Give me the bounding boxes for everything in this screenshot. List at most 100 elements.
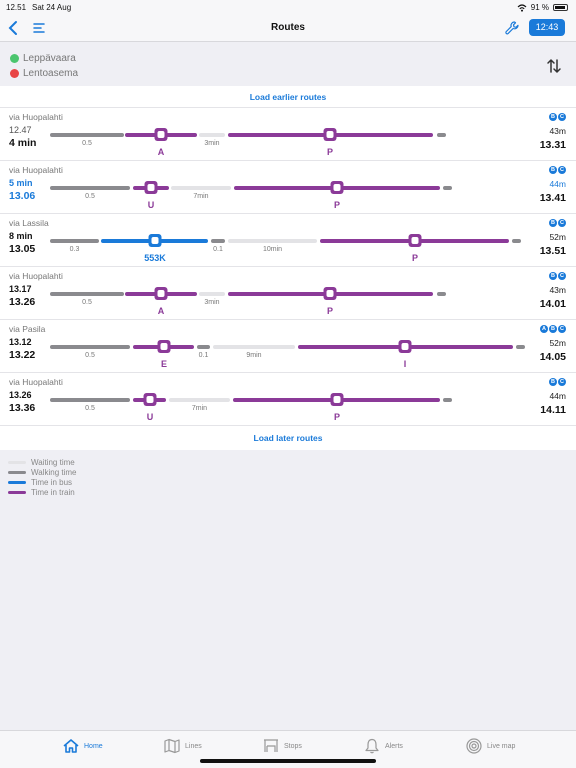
menu-icon[interactable]: [32, 21, 46, 35]
walking-leg: [516, 345, 525, 349]
line-code: P: [333, 200, 341, 210]
route-list: Load earlier routes via Huopalahti 12.47…: [0, 86, 576, 450]
route-via: via Huopalahti: [9, 377, 63, 387]
origin-row[interactable]: Leppävaara: [10, 53, 76, 64]
route-walk-distance: 43m: [549, 126, 566, 136]
zone-badge: B: [549, 166, 557, 174]
route-walk-distance: 44m: [549, 179, 566, 189]
train-icon: [143, 393, 157, 406]
walking-leg: [443, 398, 452, 402]
back-chevron-icon[interactable]: [6, 20, 20, 36]
walking-leg: [437, 133, 446, 137]
legend-swatch: [8, 460, 26, 464]
line-code: U: [147, 200, 155, 210]
train-icon: [144, 181, 158, 194]
legend-swatch: [8, 490, 26, 494]
wrench-icon[interactable]: [504, 20, 520, 36]
legend-label: Time in bus: [31, 477, 73, 487]
wifi-icon: [517, 3, 527, 12]
train-icon: [408, 234, 422, 247]
walking-leg: [50, 292, 124, 296]
train-icon: [157, 340, 171, 353]
leg-label: 0.5: [82, 140, 92, 147]
route-legs: 0.3 553K 0.1 10min P: [0, 214, 576, 267]
origin-marker-icon: [10, 54, 19, 63]
line-code: U: [146, 412, 154, 422]
tab-live-map-label: Live map: [487, 742, 516, 750]
route-arrival: 14.05: [539, 351, 566, 363]
line-code: E: [160, 359, 168, 369]
walking-leg: [437, 292, 446, 296]
walking-leg: [50, 345, 130, 349]
legend-label: Waiting time: [31, 457, 75, 467]
line-code: A: [157, 147, 165, 157]
legend-label: Walking time: [31, 467, 77, 477]
tab-home[interactable]: Home: [62, 737, 103, 755]
home-indicator: [200, 759, 376, 763]
zone-badge: B: [549, 113, 557, 121]
route-arrival: 13.31: [539, 139, 566, 151]
leg-label: 0.5: [82, 299, 92, 306]
line-code: A: [157, 306, 165, 316]
status-date: Sat 24 Aug: [32, 3, 72, 12]
line-code: P: [411, 253, 419, 263]
route-departure: 13.12: [9, 337, 32, 347]
route-walk-distance: 52m: [549, 338, 566, 348]
leg-label: 0.5: [85, 352, 95, 359]
tab-alerts-label: Alerts: [385, 742, 403, 750]
leg-label: 0.1: [213, 246, 223, 253]
line-code: P: [326, 306, 334, 316]
load-later-routes-button[interactable]: Load later routes: [253, 433, 323, 443]
zone-badge: B: [549, 219, 557, 227]
zone-badge: B: [549, 272, 557, 280]
legend-swatch: [8, 480, 26, 484]
origin-label: Leppävaara: [23, 53, 76, 64]
waiting-leg: [213, 345, 295, 349]
legend: Waiting time Walking time Time in bus Time …: [8, 457, 77, 497]
walking-leg: [512, 239, 521, 243]
load-earlier-routes-button[interactable]: Load earlier routes: [0, 86, 576, 108]
destination-row[interactable]: Lentoasema: [10, 68, 78, 79]
leg-label: 0.1: [198, 352, 209, 359]
tab-alerts[interactable]: Alerts: [363, 737, 403, 755]
leg-label: 10min: [262, 246, 283, 253]
zone-badge: B: [549, 378, 557, 386]
tab-stops[interactable]: Stops: [262, 737, 302, 755]
walking-leg: [443, 186, 452, 190]
route-duration: 13.36: [9, 402, 36, 414]
departure-time-button[interactable]: 12:43: [529, 19, 565, 36]
route-departure: 13.26: [9, 390, 32, 400]
legend-swatch: [8, 470, 26, 474]
status-right: 91 %: [517, 3, 568, 12]
route-arrival: 14.01: [539, 298, 566, 310]
status-time: 12.51: [6, 3, 27, 12]
walking-leg: [197, 345, 210, 349]
route-walk-distance: 44m: [549, 391, 566, 401]
legend-label: Time in train: [31, 487, 75, 497]
legend-item: Waiting time: [8, 457, 77, 467]
zone-badge: C: [558, 378, 566, 386]
route-via: via Lassila: [9, 218, 49, 228]
route-duration: 4 min: [9, 137, 37, 149]
legend-item: Walking time: [8, 467, 77, 477]
route-departure: 13.17: [9, 284, 32, 294]
waiting-leg: [199, 133, 225, 137]
tab-lines[interactable]: Lines: [163, 737, 202, 755]
leg-label: 0.5: [85, 405, 95, 412]
bus-stop-icon: [264, 739, 278, 752]
destination-marker-icon: [10, 69, 19, 78]
tab-live-map[interactable]: Live map: [465, 737, 515, 755]
origin-destination-panel: Leppävaara Lentoasema: [0, 43, 576, 86]
swap-icon[interactable]: [545, 57, 563, 75]
route-arrival: 13.41: [539, 192, 566, 204]
waiting-leg: [228, 239, 317, 243]
waiting-leg: [171, 186, 231, 190]
